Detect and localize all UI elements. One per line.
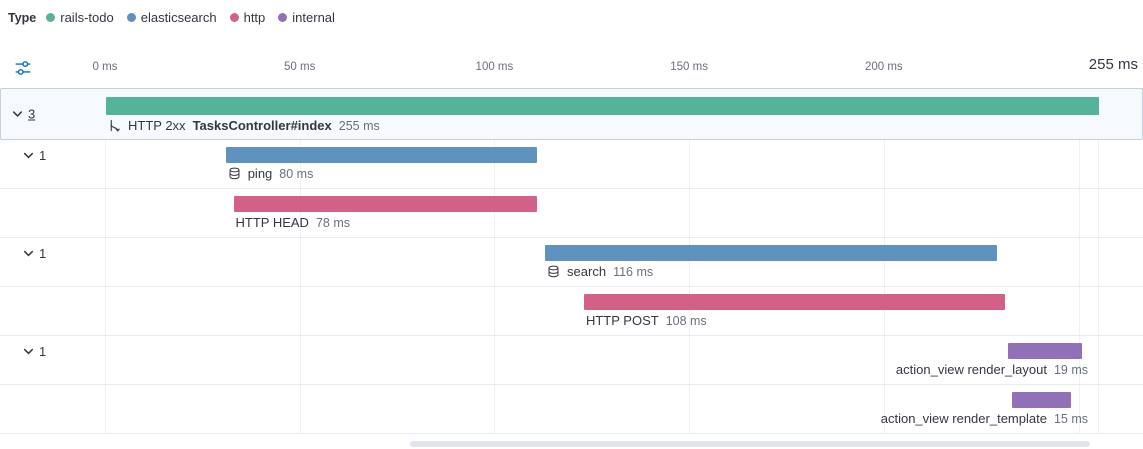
- span-bar[interactable]: [583, 294, 1005, 310]
- chevron-down-icon: [22, 149, 35, 162]
- span-duration: 19 ms: [1053, 362, 1088, 377]
- span-bar[interactable]: [225, 147, 538, 163]
- span-label: ping 80 ms: [228, 166, 314, 181]
- span-name: ping: [247, 166, 273, 181]
- waterfall-row-transaction[interactable]: 3 HTTP 2xx TasksController#index 255 ms: [0, 88, 1143, 140]
- chevron-down-icon: [11, 108, 24, 121]
- waterfall-row-search[interactable]: 1 search 116 ms: [0, 238, 1143, 287]
- database-icon: [228, 167, 241, 180]
- axis-tick-label: 0 ms: [92, 61, 118, 73]
- axis-tick-label: 100 ms: [475, 61, 514, 73]
- chevron-down-icon: [22, 247, 35, 260]
- waterfall-row-ping[interactable]: 1 ping 80 ms: [0, 140, 1143, 189]
- legend-item-http[interactable]: http: [229, 10, 266, 25]
- child-count: 1: [39, 344, 47, 359]
- child-count: 3: [28, 106, 36, 122]
- chevron-down-icon: [22, 345, 35, 358]
- legend-item-elasticsearch[interactable]: elasticsearch: [126, 10, 217, 25]
- span-bar[interactable]: [1012, 392, 1071, 408]
- span-duration: 80 ms: [279, 166, 314, 181]
- waterfall-row-http-post[interactable]: HTTP POST 108 ms: [0, 287, 1143, 336]
- span-name: search: [567, 264, 607, 279]
- legend-item-rails-todo[interactable]: rails-todo: [46, 10, 114, 25]
- waterfall-row-render-layout[interactable]: 1 action_view render_layout 19 ms: [0, 336, 1143, 385]
- timeline-controls-icon[interactable]: [12, 58, 34, 80]
- span-bar[interactable]: [233, 196, 538, 212]
- database-icon: [547, 265, 560, 278]
- span-bar[interactable]: [106, 97, 1099, 115]
- legend-dot-http: [229, 13, 239, 22]
- waterfall-row-http-head[interactable]: HTTP HEAD 78 ms: [0, 189, 1143, 238]
- span-label: search 116 ms: [547, 264, 653, 279]
- span-bar[interactable]: [545, 245, 997, 261]
- legend-label: internal: [292, 10, 335, 25]
- span-label: action_view render_template 15 ms: [881, 411, 1088, 426]
- span-prefix: HTTP 2xx: [128, 118, 186, 133]
- horizontal-scrollbar[interactable]: [410, 441, 1090, 447]
- type-legend: Type rails-todo elasticsearch http inter…: [8, 10, 348, 25]
- span-name: TasksController#index: [192, 118, 332, 133]
- span-bar[interactable]: [1008, 343, 1083, 359]
- collapse-toggle[interactable]: 1: [22, 344, 46, 359]
- span-name: action_view render_layout: [895, 362, 1047, 377]
- span-label: action_view render_layout 19 ms: [896, 362, 1088, 377]
- child-count: 1: [39, 148, 47, 163]
- collapse-toggle[interactable]: 1: [22, 246, 46, 261]
- legend-item-internal[interactable]: internal: [278, 10, 335, 25]
- legend-dot-internal: [278, 13, 288, 22]
- span-label: HTTP POST 108 ms: [586, 313, 707, 328]
- span-duration: 108 ms: [665, 313, 707, 328]
- span-duration: 255 ms: [338, 118, 380, 133]
- span-label: HTTP 2xx TasksController#index 255 ms: [108, 118, 380, 133]
- transaction-merge-icon: [108, 119, 121, 132]
- span-duration: 78 ms: [315, 215, 350, 230]
- span-name: HTTP POST: [585, 313, 659, 328]
- span-label: HTTP HEAD 78 ms: [236, 215, 350, 230]
- span-name: action_view render_template: [880, 411, 1047, 426]
- legend-label: http: [243, 10, 266, 25]
- waterfall-rows: 3 HTTP 2xx TasksController#index 255 ms: [0, 88, 1143, 434]
- legend-label: elasticsearch: [140, 10, 217, 25]
- axis-tick-label: 50 ms: [284, 61, 316, 73]
- waterfall-row-render-template[interactable]: action_view render_template 15 ms: [0, 385, 1143, 434]
- trace-duration-label: 255 ms: [1088, 56, 1138, 73]
- time-axis: 255 ms 0 ms 50 ms 100 ms 150 ms 200 ms: [0, 56, 1143, 88]
- span-duration: 116 ms: [613, 264, 654, 279]
- span-name: HTTP HEAD: [235, 215, 309, 230]
- collapse-toggle[interactable]: 1: [22, 148, 46, 163]
- child-count: 1: [39, 246, 47, 261]
- collapse-toggle[interactable]: 3: [11, 107, 35, 122]
- axis-tick-label: 150 ms: [670, 61, 708, 73]
- span-duration: 15 ms: [1053, 411, 1088, 426]
- legend-dot-elasticsearch: [126, 13, 136, 22]
- legend-label: rails-todo: [60, 10, 114, 25]
- legend-title: Type: [8, 10, 37, 25]
- axis-tick-label: 200 ms: [864, 61, 903, 73]
- legend-dot-rails-todo: [46, 13, 56, 22]
